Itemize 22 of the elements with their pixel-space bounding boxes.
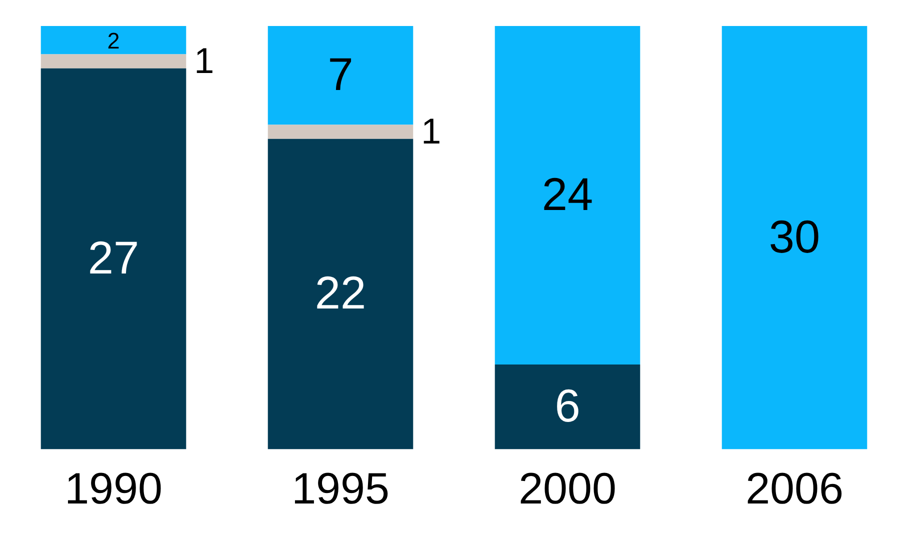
data-label: 1	[421, 110, 442, 152]
data-label: 7	[328, 48, 354, 100]
bar	[494, 26, 640, 365]
x-tick-label: 1990	[64, 464, 162, 514]
bar	[268, 124, 414, 139]
data-label: 22	[314, 266, 366, 319]
bar	[40, 68, 186, 450]
bar	[494, 364, 640, 450]
bar	[268, 26, 414, 125]
data-label: 30	[768, 210, 820, 262]
bar	[40, 54, 186, 68]
x-tick-label: 1995	[292, 464, 390, 514]
data-label: 1	[194, 40, 214, 82]
bar	[40, 26, 186, 54]
data-label: 6	[554, 380, 580, 432]
data-label: 2	[107, 28, 120, 54]
x-tick-label: 2000	[518, 464, 616, 514]
x-tick-label: 2006	[746, 464, 844, 514]
data-label: 27	[88, 231, 140, 284]
bar	[722, 26, 868, 450]
bar	[268, 138, 414, 450]
data-label: 24	[542, 168, 594, 220]
